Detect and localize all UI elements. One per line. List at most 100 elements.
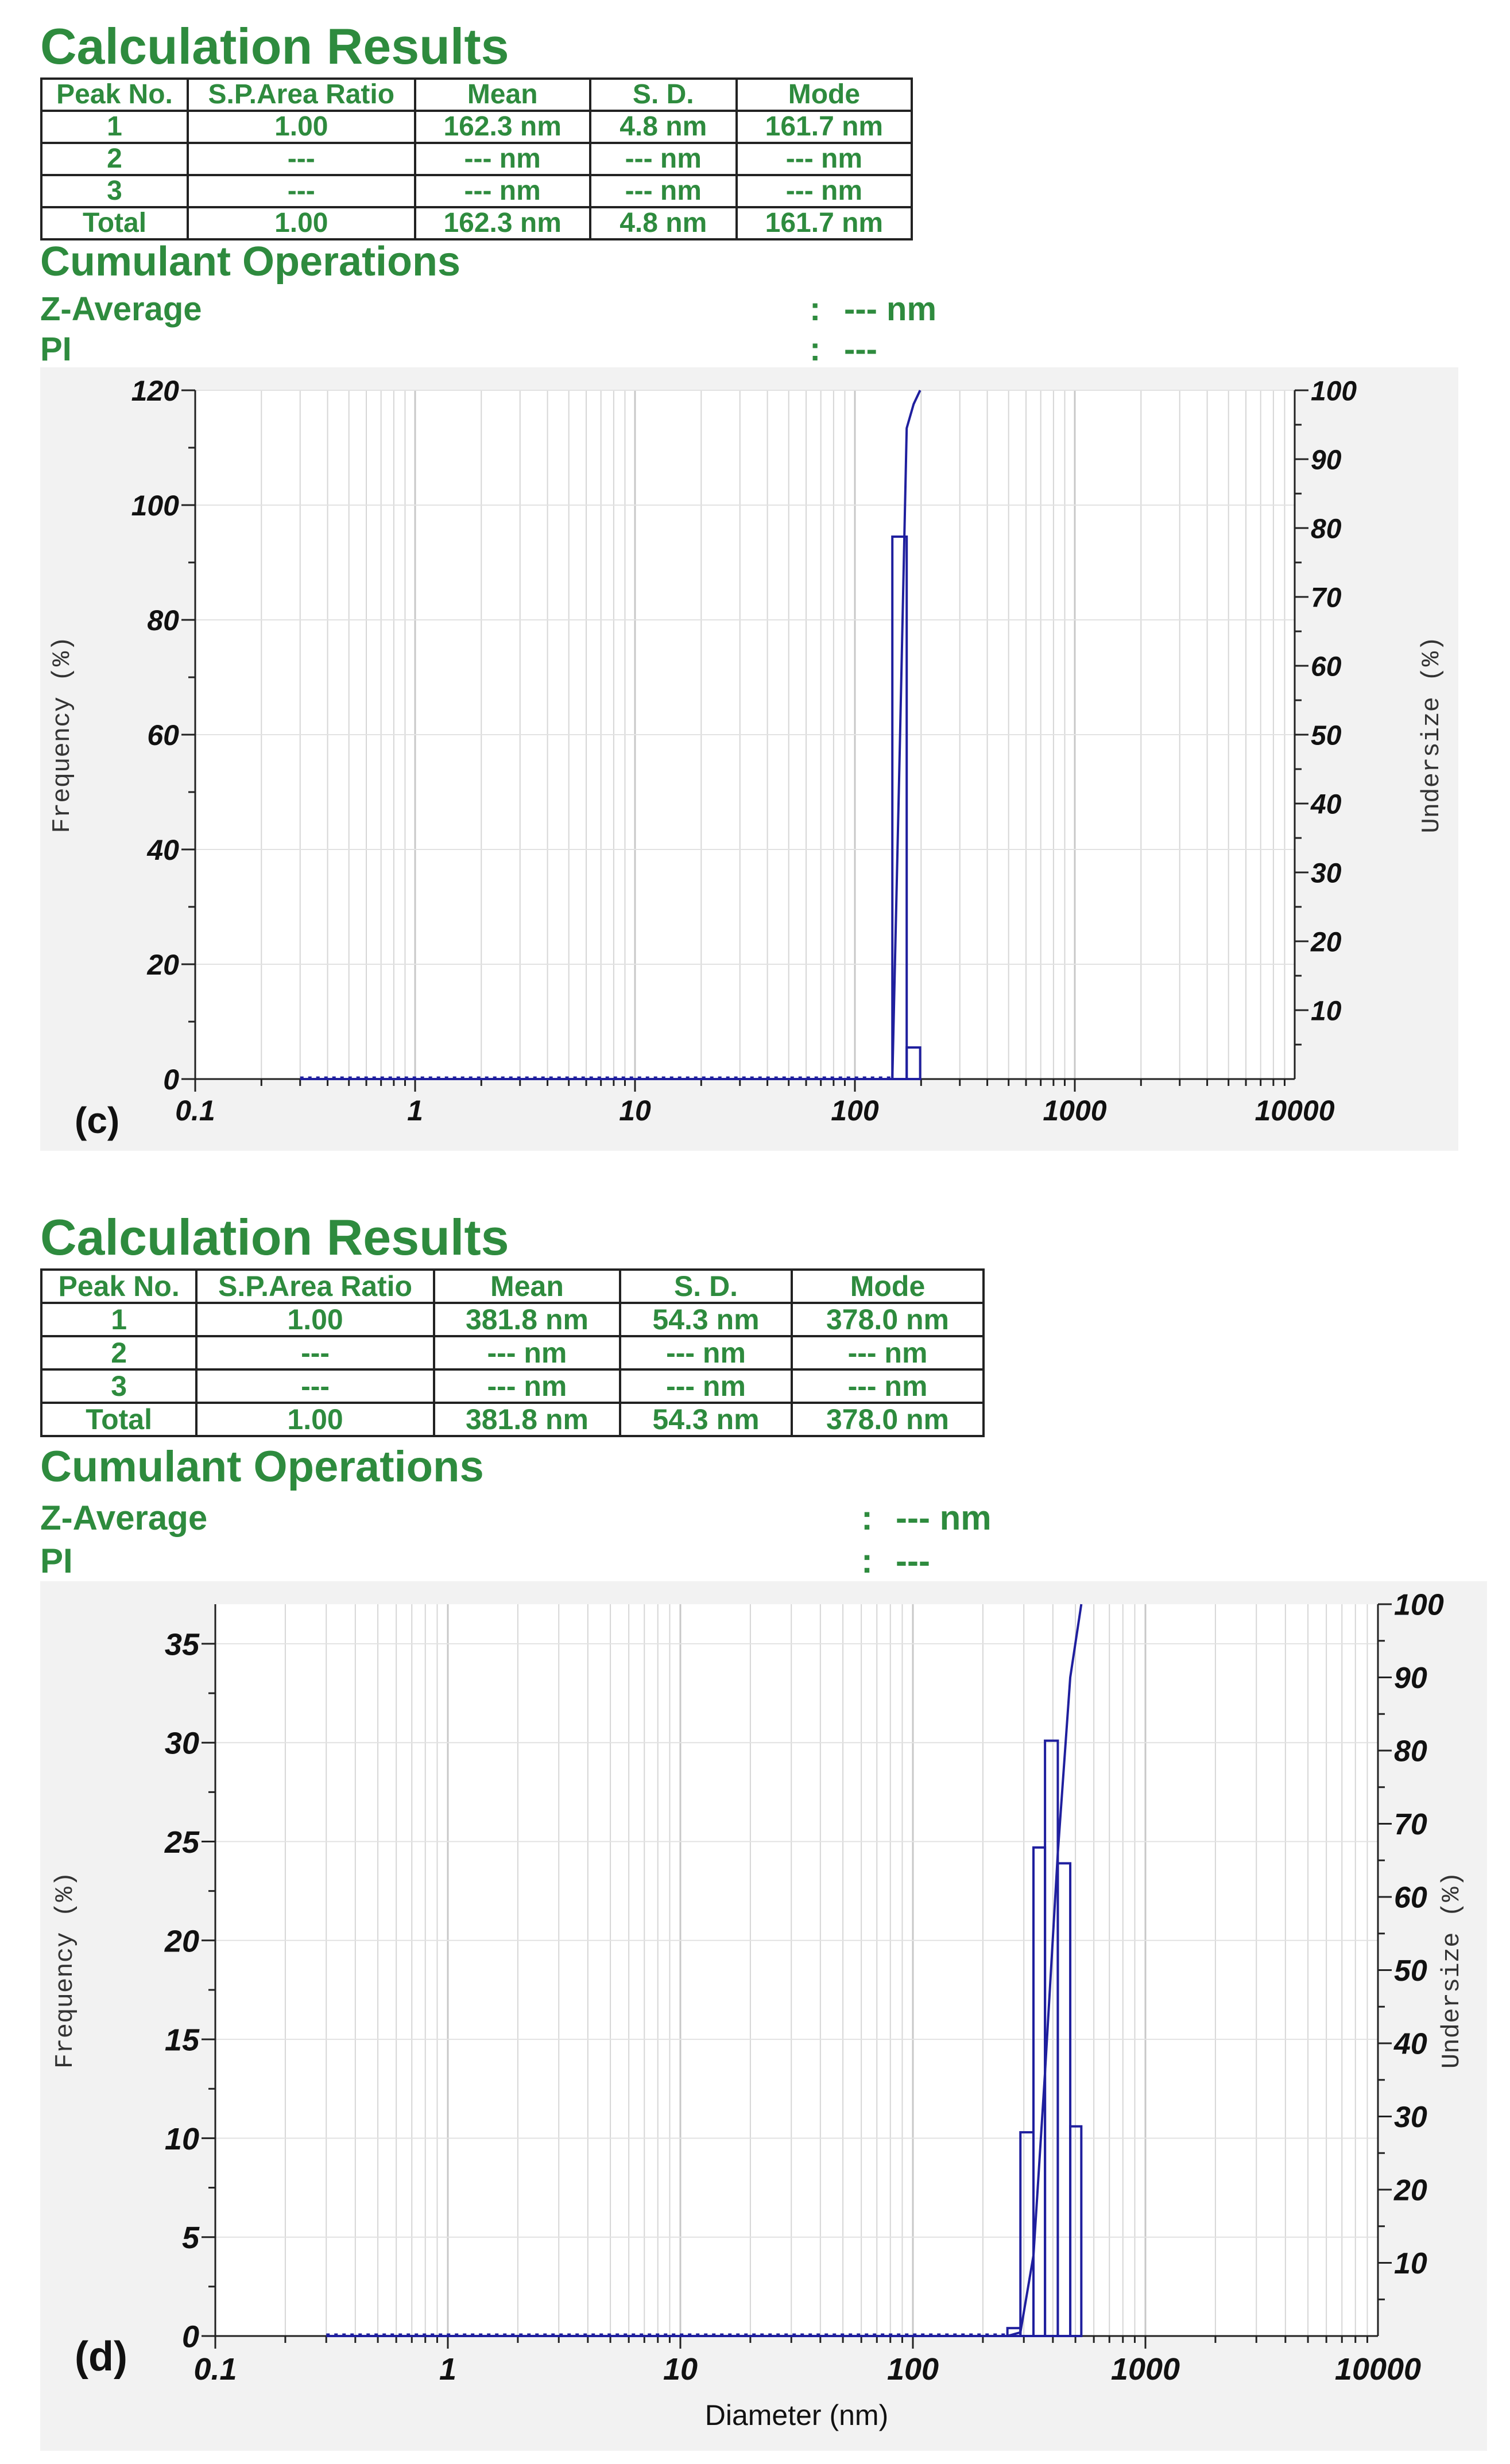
- table-cell: --- nm: [791, 1368, 985, 1404]
- table-cell: --- nm: [432, 1368, 622, 1404]
- table-cell: Total: [40, 1402, 198, 1437]
- col-header: Mode: [791, 1268, 985, 1304]
- table-cell: 1: [40, 110, 189, 144]
- x-tick-label: 100: [831, 1095, 879, 1127]
- table-row: 3 --- --- nm --- nm --- nm: [40, 174, 913, 208]
- pi-value: ---: [844, 331, 877, 368]
- table-cell: 378.0 nm: [791, 1402, 985, 1437]
- z-average-value: --- nm: [844, 290, 937, 328]
- y2-tick-label: 80: [1394, 1735, 1427, 1768]
- y-tick-label: 5: [182, 2221, 200, 2255]
- undersize-curve: [326, 1604, 1083, 2337]
- undersize-curve: [300, 390, 922, 1080]
- table-cell: ---: [195, 1335, 435, 1371]
- table-row: Total 1.00 162.3 nm 4.8 nm 161.7 nm: [40, 206, 913, 240]
- table-row: 1 1.00 381.8 nm 54.3 nm 378.0 nm: [40, 1302, 985, 1337]
- table-cell: --- nm: [413, 142, 591, 176]
- cumulant-operations-heading: Cumulant Operations: [40, 1442, 484, 1491]
- table-cell: 378.0 nm: [791, 1302, 985, 1337]
- y2-tick-label: 50: [1311, 720, 1342, 751]
- col-header: S.P.Area Ratio: [187, 77, 416, 112]
- table-cell: ---: [187, 142, 416, 176]
- x-tick-label: 10000: [1335, 2352, 1421, 2387]
- col-header: Peak No.: [40, 77, 189, 112]
- table-cell: 1.00: [195, 1302, 435, 1337]
- pi-label: PI: [40, 331, 72, 368]
- table-cell: 4.8 nm: [588, 110, 738, 144]
- y2-tick-label: 100: [1311, 376, 1357, 406]
- table-cell: 381.8 nm: [432, 1402, 622, 1437]
- y-tick-label: 100: [131, 490, 180, 522]
- y2-tick-label: 30: [1394, 2101, 1427, 2134]
- table-cell: 161.7 nm: [735, 110, 913, 144]
- x-tick-label: 1000: [1111, 2352, 1180, 2387]
- table-row: 2 --- --- nm --- nm --- nm: [40, 142, 913, 176]
- table-row: Total 1.00 381.8 nm 54.3 nm 378.0 nm: [40, 1402, 985, 1437]
- y2-tick-label: 40: [1310, 789, 1342, 820]
- y2-tick-label: 10: [1394, 2247, 1427, 2280]
- y2-tick-label: 80: [1311, 514, 1342, 544]
- col-header: Mode: [735, 77, 913, 112]
- x-tick-label: 10: [619, 1095, 651, 1127]
- y2-tick-label: 40: [1393, 2028, 1427, 2061]
- y-axis-title: Frequency (%): [51, 1872, 80, 2069]
- y2-tick-label: 30: [1311, 858, 1342, 888]
- table-cell: --- nm: [413, 174, 591, 208]
- table-row: 1 1.00 162.3 nm 4.8 nm 161.7 nm: [40, 110, 913, 144]
- z-average-colon: :: [861, 1499, 873, 1537]
- table-cell: --- nm: [432, 1335, 622, 1371]
- table-cell: --- nm: [588, 142, 738, 176]
- y-tick-label: 35: [165, 1627, 200, 1662]
- chart-c: 0 20 40 60 80 100 120 10 20 30 40 50 60 70 80 90 100 0.1 1…: [48, 375, 1446, 1127]
- z-average-value: --- nm: [896, 1499, 992, 1537]
- y2-tick-label: 100: [1394, 1589, 1444, 1622]
- table-cell: 1.00: [195, 1402, 435, 1437]
- y2-tick-label: 70: [1394, 1808, 1427, 1841]
- y2-tick-label: 70: [1311, 583, 1342, 613]
- x-tick-label: 1000: [1043, 1095, 1106, 1127]
- pi-label: PI: [40, 1542, 73, 1580]
- plot-area: [215, 1604, 1378, 2336]
- y-tick-label: 25: [164, 1825, 200, 1860]
- results-table: Peak No. S.P.Area Ratio Mean S. D. Mode …: [40, 77, 913, 240]
- x-tick-label: 10000: [1255, 1095, 1334, 1127]
- histogram-bar: [1056, 1862, 1072, 2337]
- calculation-results-title: Calculation Results: [40, 18, 509, 75]
- table-header-row: Peak No. S.P.Area Ratio Mean S. D. Mode: [40, 1268, 985, 1304]
- table-cell: 2: [40, 142, 189, 176]
- table-cell: ---: [187, 174, 416, 208]
- x-tick-label: 10: [663, 2352, 698, 2387]
- y-tick-label: 10: [165, 2122, 199, 2156]
- y-tick-label: 20: [164, 1924, 199, 1958]
- table-cell: 162.3 nm: [413, 206, 591, 240]
- chart-d: 0 5 10 15 20 25 30 35 10 20 30 40 50 60 70 80 90 100 0.1 1 1…: [51, 1589, 1466, 2431]
- panel-label: (d): [75, 2334, 127, 2380]
- col-header: S.P.Area Ratio: [195, 1268, 435, 1304]
- table-cell: 1: [40, 1302, 198, 1337]
- table-row: 2 --- --- nm --- nm --- nm: [40, 1335, 985, 1371]
- z-average-label: Z-Average: [40, 290, 202, 328]
- table-row: 3 --- --- nm --- nm --- nm: [40, 1368, 985, 1404]
- table-cell: 54.3 nm: [619, 1302, 793, 1337]
- x-tick-label: 1: [439, 2352, 456, 2387]
- table-cell: --- nm: [619, 1335, 793, 1371]
- table-header-row: Peak No. S.P.Area Ratio Mean S. D. Mode: [40, 77, 913, 112]
- table-cell: --- nm: [735, 174, 913, 208]
- col-header: Peak No.: [40, 1268, 198, 1304]
- y-tick-label: 20: [146, 949, 179, 981]
- results-table: Peak No. S.P.Area Ratio Mean S. D. Mode …: [40, 1268, 985, 1437]
- table-cell: 162.3 nm: [413, 110, 591, 144]
- calculation-results-title: Calculation Results: [40, 1209, 509, 1266]
- table-cell: 54.3 nm: [619, 1402, 793, 1437]
- table-cell: ---: [195, 1368, 435, 1404]
- table-cell: 1.00: [187, 206, 416, 240]
- pi-colon: :: [861, 1542, 873, 1580]
- table-cell: 3: [40, 174, 189, 208]
- table-cell: --- nm: [588, 174, 738, 208]
- x-tick-label: 1: [407, 1095, 423, 1127]
- y-tick-label: 120: [131, 375, 180, 407]
- z-average-colon: :: [810, 290, 821, 328]
- histogram-bar: [1069, 2125, 1083, 2337]
- table-cell: 4.8 nm: [588, 206, 738, 240]
- table-cell: 381.8 nm: [432, 1302, 622, 1337]
